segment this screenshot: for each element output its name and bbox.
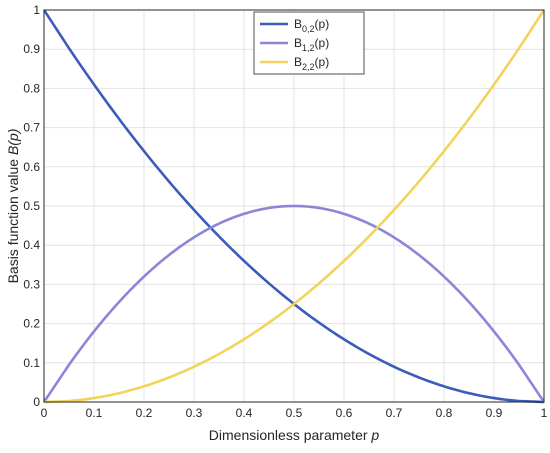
legend-entry: B1,2(p) [294,36,329,53]
ticks: 0 0.1 0.2 0.3 0.4 0.5 0.6 0.7 0.8 0.9 1 0 0.1 0.2 0.3 0… [23,3,547,420]
x-tick-label: 0.5 [286,406,303,420]
x-tick-label: 0.2 [136,406,153,420]
x-axis-title: Dimensionless parameter p [209,427,380,443]
x-tick-label: 0.7 [386,406,403,420]
y-tick-label: 0.5 [23,199,40,213]
legend-entry: B0,2(p) [294,17,329,34]
x-tick-label: 0.9 [486,406,503,420]
y-tick-label: 0.8 [23,81,40,95]
x-tick-label: 0 [41,406,48,420]
y-tick-label: 0.4 [23,238,40,252]
y-tick-label: 0 [33,395,40,409]
x-tick-label: 0.1 [86,406,103,420]
x-tick-label: 0.3 [186,406,203,420]
series-line [42,204,546,403]
x-tick-label: 0.4 [236,406,253,420]
y-tick-label: 0.1 [23,356,40,370]
series-line [43,9,546,404]
legend-entry: B2,2(p) [294,55,329,72]
x-tick-label: 0.8 [436,406,453,420]
y-tick-label: 0.9 [23,42,40,56]
y-tick-label: 1 [33,3,40,17]
x-tick-label: 1 [541,406,548,420]
y-tick-label: 0.6 [23,160,40,174]
y-axis-title: Basis function value B(p) [5,129,21,284]
y-tick-label: 0.3 [23,277,40,291]
y-tick-label: 0.2 [23,317,40,331]
y-tick-label: 0.7 [23,121,40,135]
x-tick-label: 0.6 [336,406,353,420]
series-lines [42,9,546,404]
legend: B0,2(p) B1,2(p) B2,2(p) [253,11,365,75]
plot-frame [43,9,545,403]
